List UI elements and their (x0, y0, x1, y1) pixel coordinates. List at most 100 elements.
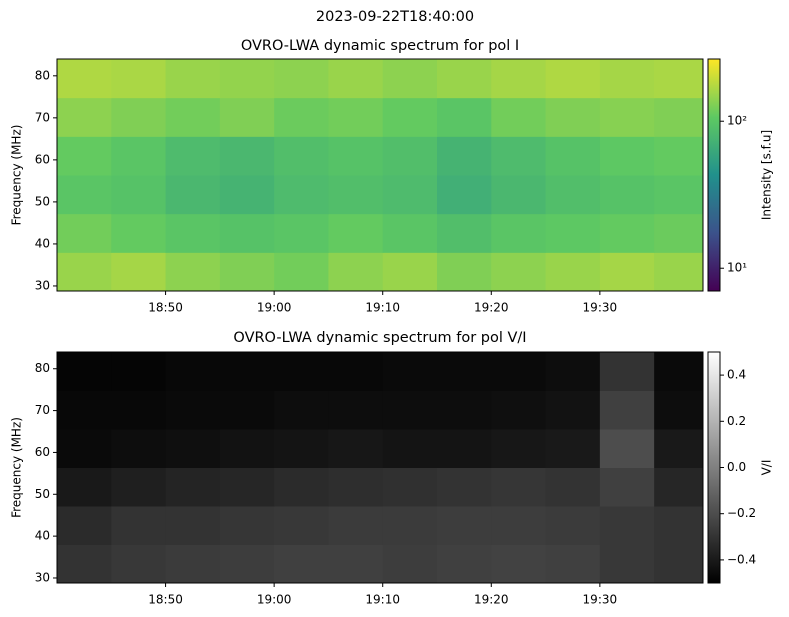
y-tick-label: 30 (35, 278, 50, 292)
heatmap-cell (57, 136, 112, 176)
heatmap-cell (57, 429, 112, 468)
heatmap-cell (57, 97, 112, 137)
y-tick-label: 40 (35, 236, 50, 250)
colorbar-label: V/I (760, 460, 774, 476)
x-tick-label: 19:10 (365, 301, 400, 315)
heatmap-cell (599, 136, 655, 176)
x-tick-label: 19:00 (257, 593, 292, 607)
colorbar-label: Intensity [s.f.u] (760, 130, 774, 220)
heatmap-cell (491, 544, 547, 583)
heatmap-cell (328, 97, 384, 137)
heatmap-cell (491, 213, 547, 253)
colorbar-tick-label: 0.0 (727, 460, 746, 474)
heatmap-cell (219, 467, 275, 507)
heatmap-cell (437, 506, 492, 545)
heatmap-cell (111, 429, 167, 468)
y-tick-label: 80 (35, 68, 50, 82)
heatmap-cell (437, 59, 492, 99)
heatmap-cell (382, 506, 438, 545)
heatmap-cell (165, 352, 221, 391)
heatmap-cell (545, 467, 601, 507)
colorbar (707, 351, 721, 584)
heatmap-cell (274, 429, 329, 468)
heatmap-cell (165, 136, 221, 176)
heatmap-cell (654, 97, 703, 137)
heatmap-cell (111, 506, 167, 545)
colorbar-tick-label: 10² (727, 114, 747, 128)
heatmap-cell (437, 175, 492, 215)
heatmap-cell (274, 544, 329, 583)
heatmap-cell (57, 59, 112, 99)
heatmap-cell (545, 506, 601, 545)
heatmap-cell (491, 467, 547, 507)
panel-title: OVRO-LWA dynamic spectrum for pol I (241, 38, 519, 54)
heatmap-cell (57, 506, 112, 545)
heatmap-cell (382, 213, 438, 253)
heatmap-cell (382, 544, 438, 583)
heatmap-cell (328, 175, 384, 215)
heatmap-cell (219, 506, 275, 545)
heatmap-cell (328, 213, 384, 253)
y-tick-label: 50 (35, 194, 50, 208)
heatmap-cell (437, 213, 492, 253)
figure-title: 2023-09-22T18:40:00 (316, 9, 474, 25)
heatmap-cell (111, 213, 167, 253)
heatmap-cell (599, 175, 655, 215)
plot-frame (56, 351, 704, 584)
y-tick-label: 70 (35, 403, 50, 417)
heatmap-cell (111, 252, 167, 291)
heatmap-cell (382, 467, 438, 507)
heatmap-cell (111, 467, 167, 507)
heatmap-cell (274, 136, 329, 176)
heatmap-cell (328, 252, 384, 291)
heatmap-cell (328, 59, 384, 99)
heatmap-cell (654, 467, 703, 507)
heatmap-cell (57, 352, 112, 391)
heatmap-cell (491, 429, 547, 468)
heatmap-cell (491, 506, 547, 545)
heatmap-cell (545, 390, 601, 430)
heatmap-cell (382, 97, 438, 137)
heatmap-cell (165, 252, 221, 291)
heatmap-cell (165, 390, 221, 430)
heatmap-cell (274, 506, 329, 545)
heatmap-cell (491, 136, 547, 176)
y-axis-label: Frequency (MHz) (10, 125, 24, 226)
heatmap-cell (437, 544, 492, 583)
heatmap-cell (599, 390, 655, 430)
heatmap-cell (382, 390, 438, 430)
heatmap-cell (599, 506, 655, 545)
heatmap-cell (599, 544, 655, 583)
heatmap-cell (654, 352, 703, 391)
heatmap-cell (219, 544, 275, 583)
heatmap-cell (437, 136, 492, 176)
heatmap-cell (274, 467, 329, 507)
heatmap-cell (219, 213, 275, 253)
heatmap-cell (599, 467, 655, 507)
heatmap-cell (219, 390, 275, 430)
heatmap-cell (328, 429, 384, 468)
colorbar-tick-label: −0.2 (727, 506, 756, 520)
heatmap-cell (219, 352, 275, 391)
heatmap-cell (111, 136, 167, 176)
heatmap-cell (382, 59, 438, 99)
x-tick-label: 19:00 (257, 301, 292, 315)
x-tick-label: 18:50 (148, 301, 183, 315)
y-tick-label: 80 (35, 361, 50, 375)
heatmap-cell (491, 352, 547, 391)
heatmap-cell (57, 544, 112, 583)
heatmap-cell (111, 59, 167, 99)
heatmap-cell (274, 390, 329, 430)
heatmap-cell (165, 175, 221, 215)
heatmap-cell (599, 429, 655, 468)
heatmap-cell (599, 213, 655, 253)
x-tick-label: 19:20 (474, 301, 509, 315)
heatmap-cell (219, 175, 275, 215)
heatmap-cell (545, 252, 601, 291)
heatmap-cell (654, 252, 703, 291)
heatmap-cell (382, 175, 438, 215)
colorbar-tick-label: 10¹ (727, 261, 747, 275)
heatmap (57, 352, 703, 583)
heatmap-cell (654, 506, 703, 545)
